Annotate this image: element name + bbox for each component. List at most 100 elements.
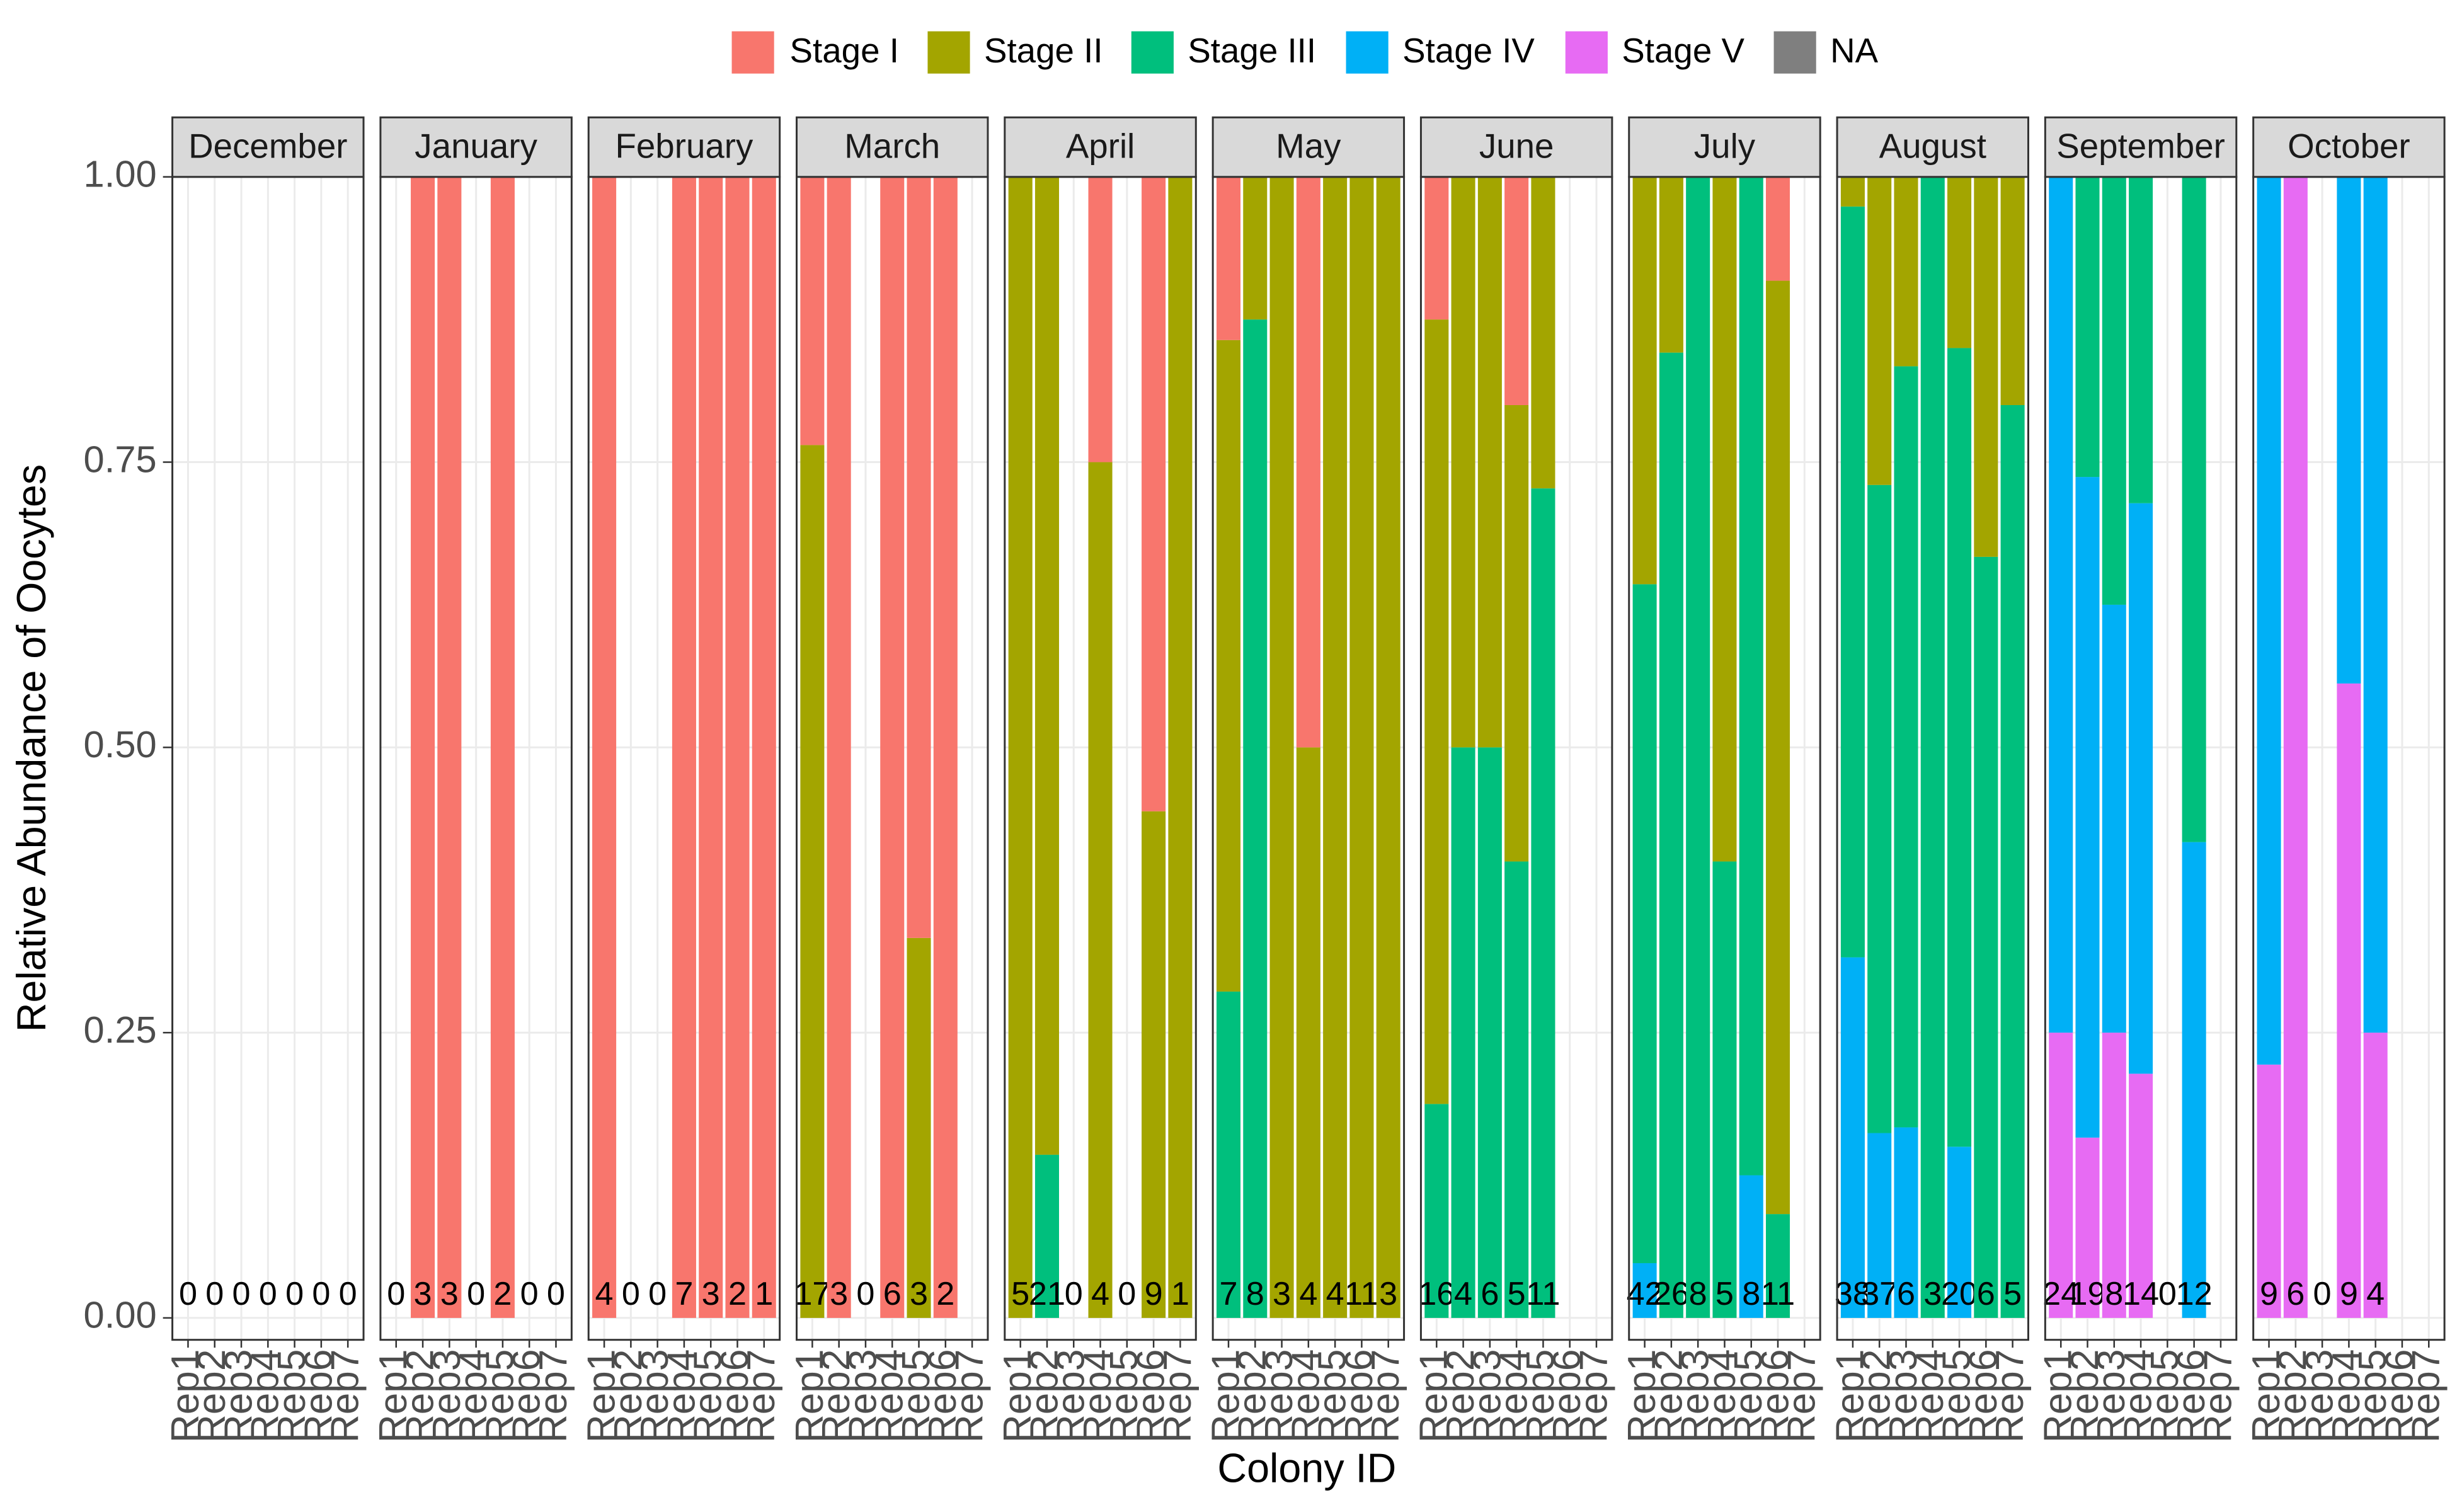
facet-strip [171, 116, 365, 178]
count-label: 1 [755, 1276, 773, 1312]
count-label: 4 [1299, 1276, 1317, 1312]
bar-segment [1840, 957, 1865, 1318]
facet-title: August [1879, 126, 1986, 165]
count-label: 0 [232, 1276, 251, 1312]
bar-segment [1008, 176, 1033, 1318]
count-label: 0 [547, 1276, 565, 1312]
bar-segment [1296, 747, 1320, 1318]
bar-segment [1034, 1154, 1060, 1318]
facet-title: December [188, 126, 347, 165]
x-tick-label: Rep6 [1545, 1349, 1589, 1443]
bar-segment [1894, 175, 1918, 367]
bar-segment [437, 176, 462, 1318]
count-label: 3 [440, 1276, 459, 1312]
count-label: 5 [1715, 1276, 1734, 1312]
y-tick-label: 1.00 [84, 153, 157, 195]
count-label: 3 [702, 1276, 720, 1312]
count-label: 5 [1011, 1276, 1029, 1312]
count-label: 7 [675, 1276, 693, 1312]
x-tick-label: Rep6 [921, 1349, 965, 1443]
x-tick-label: Rep4 [1492, 1349, 1536, 1443]
count-label: 2 [493, 1276, 512, 1312]
x-tick-label: Rep2 [815, 1349, 858, 1443]
x-tick-label: Rep4 [1284, 1349, 1327, 1443]
bar-segment [1632, 176, 1657, 585]
count-label: 5 [1508, 1276, 1526, 1312]
bar-segment [1766, 1214, 1790, 1318]
bar-segment [752, 176, 776, 1318]
count-label: 6 [1897, 1276, 1915, 1312]
x-tick-label: Rep3 [217, 1349, 260, 1443]
count-label: 0 [285, 1276, 304, 1312]
x-tick-label: Rep6 [2170, 1349, 2213, 1443]
count-label: 2 [728, 1276, 747, 1312]
count-label: 4 [595, 1276, 614, 1312]
bar-segment [2129, 1074, 2153, 1318]
bar-segment [1974, 176, 1998, 557]
bar-segment [1632, 584, 1657, 1263]
x-tick-label: Rep5 [2143, 1349, 2187, 1443]
x-tick-label: Rep3 [841, 1349, 885, 1443]
count-label: 1 [1171, 1276, 1189, 1312]
bar-segment [1894, 366, 1918, 1128]
bar-segment [1974, 556, 1998, 1318]
bar-segment [2000, 176, 2025, 405]
bar-segment [2283, 176, 2308, 1318]
bar-segment [1424, 319, 1449, 1104]
x-tick-label: Rep5 [687, 1349, 730, 1443]
count-label: 21 [1029, 1276, 1065, 1312]
count-label: 8 [1246, 1276, 1264, 1312]
x-tick-label: Rep7 [2196, 1349, 2240, 1443]
bar-segment [490, 176, 515, 1318]
bar-segment [1840, 206, 1865, 958]
count-label: 0 [648, 1276, 667, 1312]
legend-swatch [1131, 31, 1174, 74]
count-label: 5 [2003, 1276, 2022, 1312]
x-tick-label: Rep7 [324, 1349, 367, 1443]
count-label: 3 [1273, 1276, 1291, 1312]
x-tick-label: Rep1 [164, 1349, 207, 1443]
x-tick-label: Rep1 [1828, 1349, 1872, 1443]
bar-segment [1034, 176, 1060, 1155]
bar-segment [1712, 861, 1737, 1318]
bar-segment [2182, 176, 2206, 842]
x-tick-label: Rep5 [1102, 1349, 1146, 1443]
facet-title: April [1066, 126, 1135, 165]
count-label: 3 [910, 1276, 928, 1312]
bar-segment [1766, 280, 1790, 1215]
bar-segment [1686, 176, 1710, 1318]
x-tick-label: Rep5 [895, 1349, 938, 1443]
x-tick-label: Rep4 [1908, 1349, 1952, 1443]
x-tick-label: Rep2 [1022, 1349, 1066, 1443]
count-label: 11 [1344, 1276, 1378, 1312]
bar-segment [2049, 1033, 2073, 1318]
bar-segment [907, 176, 931, 938]
x-tick-label: Rep2 [2063, 1349, 2107, 1443]
legend-swatch [1565, 31, 1608, 74]
x-tick-label: Rep2 [190, 1349, 234, 1443]
count-label: 9 [2260, 1276, 2278, 1312]
x-tick-label: Rep7 [532, 1349, 575, 1443]
count-label: 17 [794, 1276, 830, 1312]
bar-segment [2102, 604, 2126, 1033]
facet-strip [796, 116, 989, 178]
x-tick-label: Rep1 [788, 1349, 832, 1443]
bar-segment [1867, 1133, 1892, 1318]
bar-segment [1920, 176, 1945, 1318]
bar-segment [2075, 1137, 2100, 1318]
x-tick-label: Rep1 [1412, 1349, 1456, 1443]
count-label: 6 [1977, 1276, 1995, 1312]
facet-title: July [1694, 126, 1756, 165]
count-label: 0 [387, 1276, 405, 1312]
x-tick-label: Rep1 [372, 1349, 415, 1443]
count-label: 0 [1118, 1276, 1136, 1312]
bar-segment [1739, 176, 1763, 1176]
x-tick-label: Rep7 [740, 1349, 783, 1443]
x-tick-label: Rep5 [270, 1349, 314, 1443]
bar-segment [2075, 477, 2100, 1138]
bar-segment [1504, 404, 1529, 862]
bar-segment [907, 937, 931, 1318]
facet-title: May [1276, 126, 1341, 165]
bar-segment [800, 445, 825, 1318]
bar-segment [1947, 1147, 1972, 1318]
